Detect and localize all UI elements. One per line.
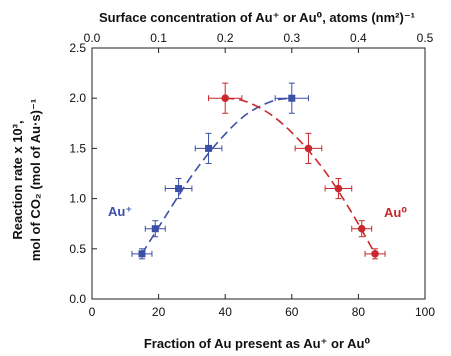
data-point-au-plus [151,225,159,233]
data-point-au-zero [371,250,379,258]
data-point-au-zero [304,144,313,153]
fit-curves [141,97,376,255]
plot-frame [91,47,426,300]
y-axis: 0.0 0.5 1.0 1.5 2.0 2.5 [69,41,97,306]
y-axis-title-line1: Reaction rate x 10³, [10,120,25,239]
data-point-au-plus [288,94,296,102]
fit-curve-au-plus [141,97,292,255]
plot-area [91,47,426,300]
error-bars [131,82,386,260]
top-x-axis: 0.0 0.1 0.2 0.3 0.4 0.5 [84,31,434,53]
data-point-au-plus [175,185,183,193]
x-tick-label: 0 [89,305,96,319]
bottom-x-axis: 0 20 40 60 80 100 [89,294,435,319]
data-markers [138,94,379,258]
series-label-au-zero: Au⁰ [384,205,407,220]
x-tick-label: 80 [352,305,366,319]
y-tick-label: 2.5 [69,41,86,55]
y-tick-label: 1.5 [69,141,86,155]
series-label-au-plus: Au⁺ [108,204,132,219]
top-x-tick-label: 0.2 [217,31,234,45]
data-point-au-plus [205,144,213,152]
top-x-tick-label: 0.0 [84,31,101,45]
y-tick-label: 2.0 [69,91,86,105]
y-tick-label: 1.0 [69,192,86,206]
data-point-au-zero [357,224,366,233]
data-point-au-plus [138,250,146,258]
top-x-tick-label: 0.3 [283,31,300,45]
x-tick-label: 100 [415,305,435,319]
y-axis-title-line2: mol of CO₂ (mol of Au·s)⁻¹ [28,99,43,261]
x-tick-label: 60 [285,305,299,319]
top-x-axis-title: Surface concentration of Au⁺ or Au⁰, ato… [99,10,415,25]
top-x-tick-label: 0.5 [417,31,434,45]
fit-curve-au-zero [225,97,376,255]
y-tick-label: 0.5 [69,242,86,256]
x-tick-label: 20 [152,305,166,319]
top-x-tick-label: 0.1 [150,31,167,45]
data-point-au-zero [221,94,229,102]
top-x-tick-label: 0.4 [350,31,367,45]
y-tick-label: 0.0 [69,292,86,306]
x-axis-title: Fraction of Au present as Au⁺ or Au⁰ [144,336,371,351]
data-point-au-zero [334,184,343,193]
x-tick-label: 40 [219,305,233,319]
